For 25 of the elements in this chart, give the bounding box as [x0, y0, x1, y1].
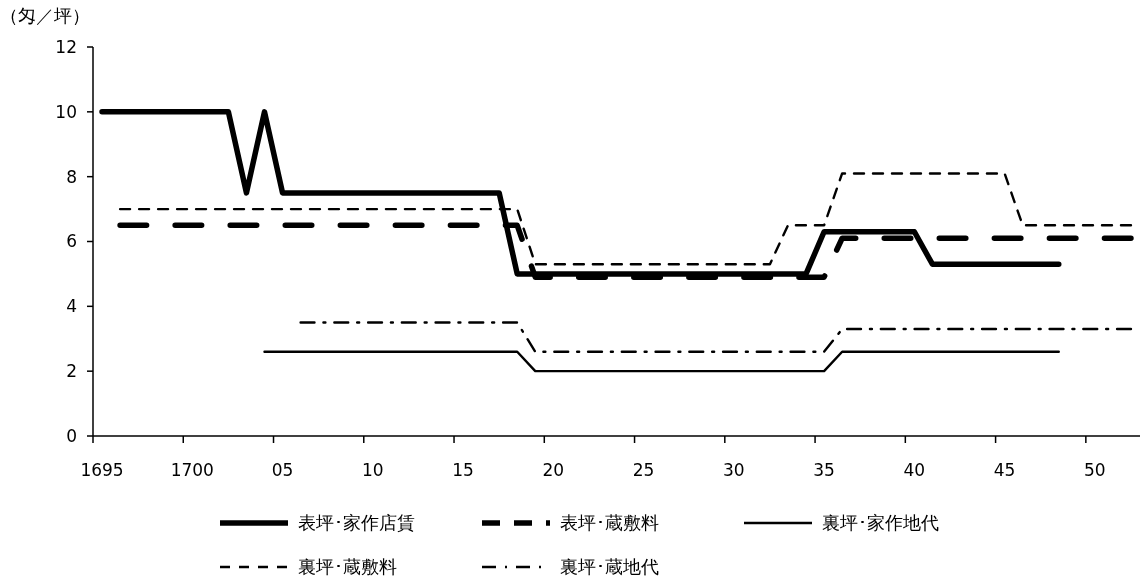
legend-label: 裏坪･蔵地代 — [560, 556, 659, 578]
y-tick-label: 4 — [66, 296, 77, 317]
x-tick-label: 40 — [903, 460, 926, 480]
y-tick-label: 0 — [66, 425, 77, 446]
x-tick-label: 10 — [361, 460, 384, 480]
legend-label: 表坪･家作店賃 — [298, 512, 415, 534]
x-tick-label: 15 — [452, 460, 474, 480]
x-tick-label: 45 — [993, 460, 1016, 480]
y-tick-label: 10 — [55, 101, 77, 122]
y-tick-label: 6 — [66, 231, 77, 252]
y-tick-label: 2 — [66, 361, 77, 382]
y-axis-title: （匁／坪） — [0, 5, 90, 26]
legend-label: 表坪･蔵敷料 — [560, 512, 659, 534]
x-tick-label: 50 — [1084, 460, 1106, 480]
legend-label: 裏坪･蔵敷料 — [298, 556, 397, 578]
x-tick-label: 20 — [542, 460, 565, 480]
x-tick-label: 25 — [632, 460, 655, 480]
x-tick-label: 35 — [813, 460, 835, 480]
x-tick-label: 05 — [271, 460, 294, 480]
legend-label: 裏坪･家作地代 — [822, 512, 939, 534]
x-tick-label: 1700 — [170, 460, 214, 480]
y-tick-label: 8 — [66, 166, 77, 187]
x-tick-label: 30 — [723, 460, 745, 480]
x-tick-label: 1695 — [80, 460, 124, 480]
y-tick-label: 12 — [55, 36, 77, 57]
